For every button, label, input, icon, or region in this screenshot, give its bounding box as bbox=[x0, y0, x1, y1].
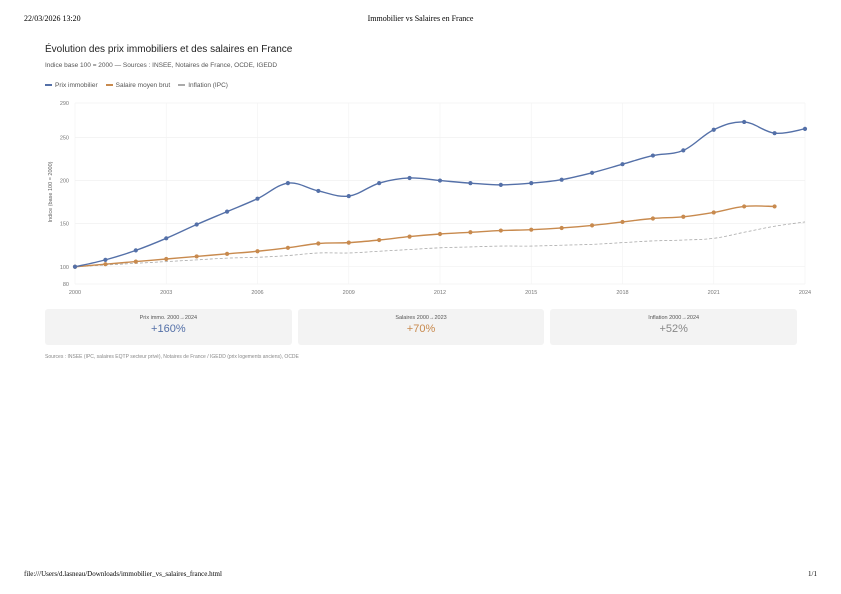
point-prix-immobilier-2011[interactable] bbox=[407, 175, 412, 181]
point-prix-immobilier-2019[interactable] bbox=[650, 153, 656, 158]
point-prix-immobilier-2018[interactable] bbox=[620, 162, 625, 167]
point-salaire-moyen-brut-2016[interactable] bbox=[559, 225, 564, 231]
x-tick-label-2009: 2009 bbox=[343, 290, 355, 296]
legend-item-inflation[interactable]: Inflation (IPC) bbox=[178, 82, 228, 89]
chart-series bbox=[72, 119, 808, 269]
point-prix-immobilier-2017[interactable] bbox=[589, 170, 595, 175]
print-path: file:///Users/d.lasneau/Downloads/immobi… bbox=[24, 570, 222, 578]
x-tick-label-2024: 2024 bbox=[799, 290, 811, 296]
print-header: 22/03/2026 13:20 Immobilier vs Salaires … bbox=[24, 14, 817, 26]
y-axis-title: Indice (base 100 = 2000) bbox=[48, 161, 54, 222]
point-prix-immobilier-2005[interactable] bbox=[224, 209, 230, 214]
legend-label-salaire: Salaire moyen brut bbox=[115, 81, 171, 89]
point-salaire-moyen-brut-2001[interactable] bbox=[103, 262, 108, 267]
point-prix-immobilier-2010[interactable] bbox=[377, 181, 382, 186]
point-salaire-moyen-brut-2014[interactable] bbox=[498, 228, 503, 233]
point-prix-immobilier-2006[interactable] bbox=[255, 196, 260, 201]
stat-label-inflation: Inflation 2000→2024 bbox=[648, 315, 700, 321]
stat-label-prix: Prix immo. 2000→2024 bbox=[139, 315, 198, 321]
stat-label-salaires: Salaires 2000→2023 bbox=[395, 315, 447, 321]
print-date: 22/03/2026 13:20 bbox=[24, 14, 81, 23]
x-tick-label-2000: 2000 bbox=[69, 290, 81, 296]
x-tick-label-2012: 2012 bbox=[434, 290, 446, 296]
point-salaire-moyen-brut-2003[interactable] bbox=[164, 256, 169, 262]
point-salaire-moyen-brut-2020[interactable] bbox=[681, 214, 686, 219]
point-salaire-moyen-brut-2017[interactable] bbox=[589, 223, 595, 228]
point-salaire-moyen-brut-2008[interactable] bbox=[316, 241, 321, 246]
y-tick-label-250: 250 bbox=[60, 135, 69, 141]
y-axis: 80 100 150 200 250 290 bbox=[60, 101, 69, 288]
point-prix-immobilier-2023[interactable] bbox=[772, 131, 777, 136]
point-prix-immobilier-2013[interactable] bbox=[468, 181, 473, 186]
legend-label-prix: Prix immobilier bbox=[55, 81, 98, 89]
point-prix-immobilier-2004[interactable] bbox=[194, 222, 199, 227]
point-prix-immobilier-2015[interactable] bbox=[529, 181, 534, 186]
print-title: Immobilier vs Salaires en France bbox=[367, 14, 474, 23]
point-prix-immobilier-2014[interactable] bbox=[498, 182, 503, 187]
point-prix-immobilier-2001[interactable] bbox=[103, 257, 108, 262]
chart-title: Évolution des prix immobiliers et des sa… bbox=[45, 44, 293, 55]
point-salaire-moyen-brut-2004[interactable] bbox=[194, 254, 199, 259]
x-axis: 2000 2003 2006 2009 2012 2015 2018 2021 2024 bbox=[69, 290, 811, 296]
y-tick-label-100: 100 bbox=[60, 265, 69, 271]
legend-swatch-salaire bbox=[105, 84, 113, 86]
x-tick-label-2006: 2006 bbox=[251, 290, 263, 296]
point-salaire-moyen-brut-2007[interactable] bbox=[285, 245, 291, 250]
chart-subtitle: Indice base 100 = 2000 — Sources : INSEE… bbox=[45, 62, 278, 69]
point-salaire-moyen-brut-2006[interactable] bbox=[255, 249, 260, 254]
point-prix-immobilier-2000[interactable] bbox=[72, 264, 78, 269]
point-prix-immobilier-2002[interactable] bbox=[133, 248, 138, 253]
point-prix-immobilier-2009[interactable] bbox=[346, 193, 351, 199]
point-prix-immobilier-2024[interactable] bbox=[802, 126, 808, 131]
x-tick-label-2018: 2018 bbox=[616, 290, 628, 296]
point-prix-immobilier-2008[interactable] bbox=[316, 188, 321, 194]
stats-row: Prix immo. 2000→2024 +160% Salaires 2000… bbox=[45, 309, 798, 345]
point-salaire-moyen-brut-2015[interactable] bbox=[529, 227, 534, 232]
legend-item-prix[interactable]: Prix immobilier bbox=[45, 82, 98, 89]
point-salaire-moyen-brut-2013[interactable] bbox=[468, 230, 473, 235]
stat-value-inflation: +52% bbox=[659, 323, 688, 335]
series-line-salaire-moyen-brut bbox=[74, 205, 775, 268]
point-salaire-moyen-brut-2022[interactable] bbox=[742, 204, 747, 209]
point-prix-immobilier-2012[interactable] bbox=[437, 178, 443, 183]
sources-note: Sources : INSEE (IPC, salaires EQTP sect… bbox=[45, 354, 299, 360]
point-salaire-moyen-brut-2005[interactable] bbox=[224, 251, 230, 256]
legend-swatch-inflation bbox=[178, 84, 186, 86]
y-tick-label-150: 150 bbox=[60, 222, 69, 228]
legend-label-inflation: Inflation (IPC) bbox=[188, 81, 228, 89]
point-prix-immobilier-2007[interactable] bbox=[285, 181, 291, 186]
series-line-inflation-ipc bbox=[74, 221, 806, 268]
stat-value-prix: +160% bbox=[151, 323, 186, 335]
point-salaire-moyen-brut-2023[interactable] bbox=[772, 204, 777, 209]
point-salaire-moyen-brut-2019[interactable] bbox=[650, 216, 656, 221]
x-tick-label-2003: 2003 bbox=[160, 290, 172, 296]
point-salaire-moyen-brut-2002[interactable] bbox=[133, 259, 138, 264]
point-prix-immobilier-2003[interactable] bbox=[164, 236, 169, 241]
stat-card-prix: Prix immo. 2000→2024 +160% bbox=[45, 309, 292, 345]
stat-value-salaires: +70% bbox=[406, 323, 436, 335]
point-salaire-moyen-brut-2018[interactable] bbox=[620, 219, 625, 225]
stat-card-inflation: Inflation 2000→2024 +52% bbox=[550, 309, 798, 345]
point-salaire-moyen-brut-2012[interactable] bbox=[437, 231, 443, 237]
x-tick-label-2015: 2015 bbox=[525, 290, 537, 296]
print-footer: file:///Users/d.lasneau/Downloads/immobi… bbox=[24, 570, 817, 582]
point-salaire-moyen-brut-2009[interactable] bbox=[346, 240, 351, 245]
legend-item-salaire[interactable]: Salaire moyen brut bbox=[105, 81, 171, 89]
x-tick-label-2021: 2021 bbox=[708, 290, 720, 296]
point-prix-immobilier-2022[interactable] bbox=[742, 119, 747, 125]
y-tick-label-80: 80 bbox=[63, 282, 69, 288]
legend-swatch-prix bbox=[45, 84, 52, 86]
y-tick-label-290: 290 bbox=[60, 101, 69, 107]
stat-card-salaires: Salaires 2000→2023 +70% bbox=[297, 309, 545, 345]
chart-legend: Prix immobilier Salaire moyen brut Infla… bbox=[45, 80, 228, 90]
point-prix-immobilier-2021[interactable] bbox=[711, 127, 716, 132]
point-salaire-moyen-brut-2011[interactable] bbox=[407, 234, 412, 239]
point-prix-immobilier-2020[interactable] bbox=[681, 148, 686, 153]
point-prix-immobilier-2016[interactable] bbox=[559, 177, 564, 182]
point-salaire-moyen-brut-2010[interactable] bbox=[377, 237, 382, 243]
point-salaire-moyen-brut-2021[interactable] bbox=[711, 210, 716, 215]
print-page-number: 1/1 bbox=[808, 570, 817, 578]
y-tick-label-200: 200 bbox=[60, 179, 69, 185]
